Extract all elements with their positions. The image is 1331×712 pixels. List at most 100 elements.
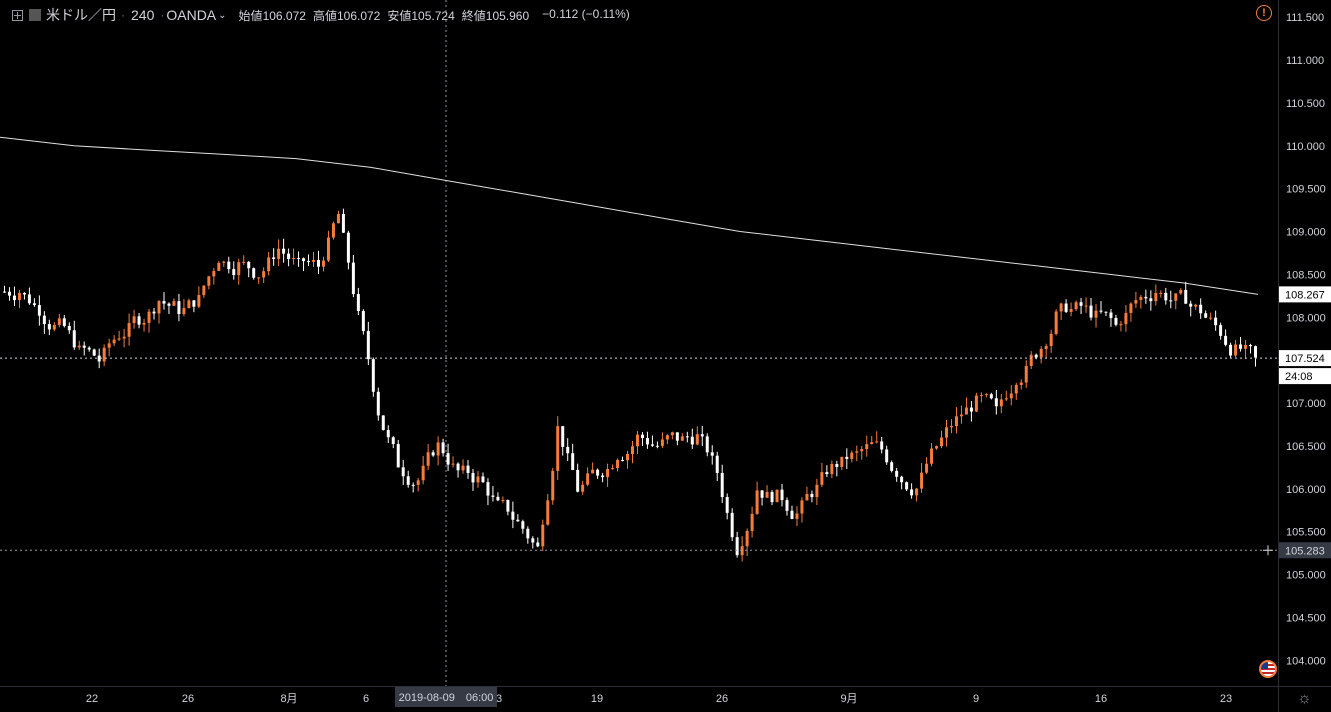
- candle-body: [406, 476, 410, 485]
- candle-body: [1129, 303, 1133, 313]
- time-tick-label: 23: [1220, 693, 1232, 705]
- candle-body: [476, 476, 480, 483]
- candle-body: [182, 308, 186, 315]
- candle-body: [1124, 312, 1128, 325]
- candle-body: [725, 497, 729, 513]
- candle-body: [232, 269, 236, 276]
- ohlc-values: 始値106.072 高値106.072 安値105.724 終値105.960 …: [239, 7, 630, 24]
- candle-body: [890, 462, 894, 471]
- candle-body: [576, 469, 580, 492]
- candle-body: [805, 493, 809, 501]
- candle-body: [222, 261, 226, 263]
- candle-body: [1054, 311, 1058, 334]
- price-lines: [0, 357, 1278, 551]
- candle-body: [1074, 302, 1078, 310]
- warning-icon[interactable]: !: [1256, 5, 1272, 21]
- candle-body: [197, 295, 201, 307]
- axis-badges: 108.267 107.524 24:08 105.283 2019-08-09 06:…: [395, 286, 1331, 707]
- candle-body: [979, 395, 983, 397]
- change-value: −0.112 (−0.11%): [542, 6, 630, 21]
- candle-body: [820, 472, 824, 485]
- candle-body: [635, 434, 639, 447]
- candle-body: [935, 446, 939, 449]
- candle-body: [790, 510, 794, 519]
- candle-body: [1019, 382, 1023, 385]
- candle-body: [326, 237, 330, 261]
- candle-body: [411, 484, 415, 486]
- candle-body: [486, 482, 490, 496]
- candle-body: [1239, 344, 1243, 349]
- candle-body: [1039, 348, 1043, 358]
- ma-value-badge: 108.267: [1285, 289, 1325, 301]
- candle-body: [481, 476, 485, 483]
- candle-body: [999, 399, 1003, 407]
- time-axis: 22268月61319269月91623: [86, 693, 1232, 705]
- candle-body: [1034, 354, 1038, 358]
- candle-body: [910, 489, 914, 496]
- candle-body: [925, 463, 929, 473]
- expand-icon[interactable]: [12, 9, 23, 21]
- time-tick-label: 16: [1095, 693, 1107, 705]
- candle-body: [800, 500, 804, 514]
- price-tick-label: 106.000: [1286, 484, 1326, 496]
- candle-body: [471, 473, 475, 483]
- crosshair-price-badge: 105.283: [1285, 545, 1325, 557]
- candle-body: [1079, 302, 1083, 306]
- last-price-badge: 107.524: [1285, 353, 1325, 365]
- candle-body: [964, 407, 968, 415]
- candle-body: [606, 469, 610, 478]
- candle-body: [1044, 346, 1048, 349]
- candle-body: [954, 416, 958, 426]
- candle-body: [1164, 292, 1168, 301]
- candle-body: [396, 443, 400, 468]
- candle-body: [466, 465, 470, 474]
- chevron-down-icon[interactable]: ⌄: [218, 9, 227, 21]
- candle-body: [755, 490, 759, 514]
- candle-body: [1184, 289, 1188, 304]
- candle-body: [1154, 293, 1158, 302]
- candle-body: [361, 310, 365, 332]
- gear-icon[interactable]: ☼: [1297, 690, 1312, 707]
- time-tick-label: 8月: [280, 693, 297, 705]
- candle-body: [1049, 333, 1053, 347]
- candle-body: [581, 484, 585, 492]
- candle-body: [885, 449, 889, 463]
- candle-body: [1249, 345, 1253, 347]
- candle-body: [416, 480, 420, 485]
- candle-body: [870, 442, 874, 445]
- candle-body: [1064, 303, 1068, 312]
- candle-body: [1214, 317, 1218, 326]
- low-label: 安値: [387, 8, 412, 23]
- candle-body: [596, 469, 600, 476]
- candle-body: [1029, 354, 1033, 366]
- candle-body: [900, 476, 904, 483]
- candle-body: [944, 427, 948, 438]
- candle-body: [152, 311, 156, 314]
- candle-body: [840, 456, 844, 467]
- candle-body: [546, 500, 550, 525]
- candle-body: [37, 305, 41, 316]
- interval[interactable]: 240: [131, 7, 155, 23]
- data-source: OANDA: [166, 7, 217, 23]
- candle-body: [431, 452, 435, 456]
- symbol-name[interactable]: 米ドル／円: [46, 7, 116, 23]
- candle-body: [895, 470, 899, 477]
- candle-body: [282, 248, 286, 254]
- candle-body: [1229, 344, 1233, 356]
- candle-body: [815, 484, 819, 498]
- candle-body: [750, 513, 754, 531]
- candle-body: [949, 425, 953, 428]
- candle-body: [855, 451, 859, 453]
- crosshair-date-bg: [395, 687, 497, 707]
- price-tick-label: 109.500: [1286, 184, 1326, 196]
- candle-body: [860, 449, 864, 452]
- candle-body: [272, 257, 276, 259]
- us-flag-icon[interactable]: [1259, 660, 1277, 678]
- candle-body: [32, 303, 36, 306]
- candle-body: [376, 391, 380, 416]
- candle-body: [142, 322, 146, 325]
- close-value: 105.960: [485, 8, 530, 23]
- open-value: 106.072: [262, 8, 306, 23]
- candle-body: [566, 446, 570, 454]
